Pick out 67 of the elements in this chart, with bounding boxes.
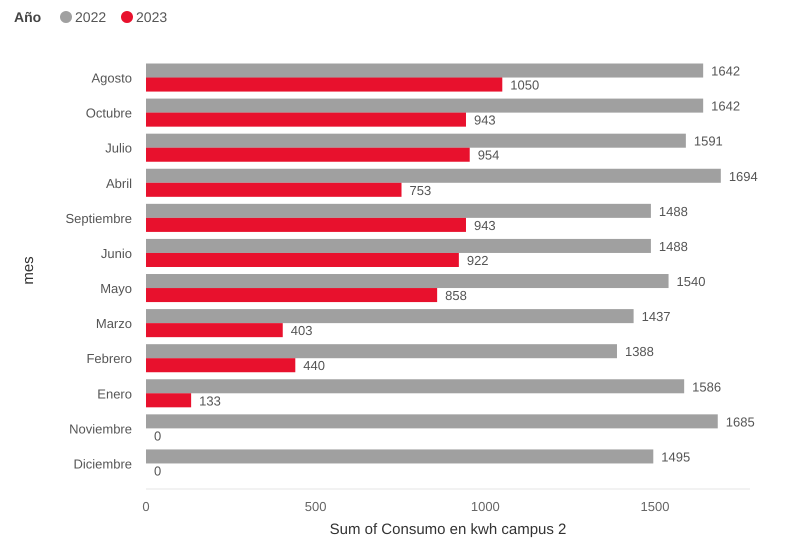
y-tick-label: Octubre [86, 106, 132, 121]
bar [146, 112, 466, 127]
bar [146, 288, 438, 302]
data-label: 1642 [711, 64, 740, 79]
bar [146, 78, 502, 92]
y-tick-label: Noviembre [69, 421, 132, 436]
x-tick-label: 1000 [470, 499, 500, 514]
data-label: 1591 [694, 134, 723, 149]
data-label: 858 [445, 288, 467, 304]
y-tick-label: Enero [97, 386, 132, 402]
data-label: 943 [474, 112, 496, 128]
bar [146, 274, 669, 288]
x-axis-title: Sum of Consumo en kwh campus 2 [330, 521, 566, 538]
data-label: 0 [154, 428, 162, 444]
bar [146, 218, 466, 232]
legend-label: 2022 [75, 9, 106, 25]
data-label: 0 [154, 463, 162, 478]
bar [146, 309, 634, 324]
data-label: 133 [199, 393, 221, 408]
y-tick-label: Agosto [92, 70, 132, 86]
x-tick-label: 500 [304, 499, 327, 514]
bar [146, 344, 617, 358]
y-tick-label: Mayo [100, 281, 132, 296]
bar [146, 204, 651, 218]
bar [146, 98, 704, 113]
bar [146, 393, 192, 408]
bar [146, 182, 402, 197]
data-label: 943 [474, 218, 496, 233]
data-label: 440 [303, 358, 326, 374]
data-label: 403 [290, 323, 312, 338]
bar [146, 168, 721, 183]
y-tick-label: Junio [100, 246, 132, 261]
data-label: 954 [478, 148, 500, 163]
data-label: 1685 [726, 414, 755, 430]
y-axis-title: mes [20, 256, 37, 285]
y-tick-label: Diciembre [73, 456, 132, 472]
data-label: 1488 [658, 204, 688, 219]
y-tick-label: Abril [106, 176, 132, 191]
legend-title: Año [14, 9, 42, 25]
data-label: 1388 [624, 344, 654, 360]
bar [146, 358, 296, 372]
y-tick-label: Febrero [86, 351, 132, 366]
bar [146, 148, 470, 162]
data-label: 1586 [692, 379, 722, 394]
data-label: 1488 [658, 238, 688, 254]
bar [146, 323, 283, 338]
bar [146, 134, 686, 148]
x-tick-label: 0 [142, 499, 150, 514]
bar [146, 238, 651, 253]
y-tick-label: Julio [105, 140, 132, 156]
data-label: 1642 [711, 98, 740, 114]
bar [146, 449, 654, 464]
x-tick-label: 1500 [640, 499, 670, 514]
bar [146, 252, 459, 267]
data-label: 1694 [728, 168, 758, 184]
y-tick-label: Septiembre [66, 210, 132, 226]
data-label: 1495 [661, 449, 690, 464]
bar [146, 379, 684, 394]
data-label: 1050 [510, 78, 540, 93]
legend-label: 2023 [136, 9, 168, 25]
y-tick-label: Marzo [96, 316, 132, 332]
data-label: 922 [466, 252, 489, 268]
data-label: 753 [410, 182, 432, 198]
bar [146, 414, 718, 428]
data-label: 1437 [642, 309, 671, 324]
bar [146, 64, 704, 78]
data-label: 1540 [676, 274, 706, 290]
